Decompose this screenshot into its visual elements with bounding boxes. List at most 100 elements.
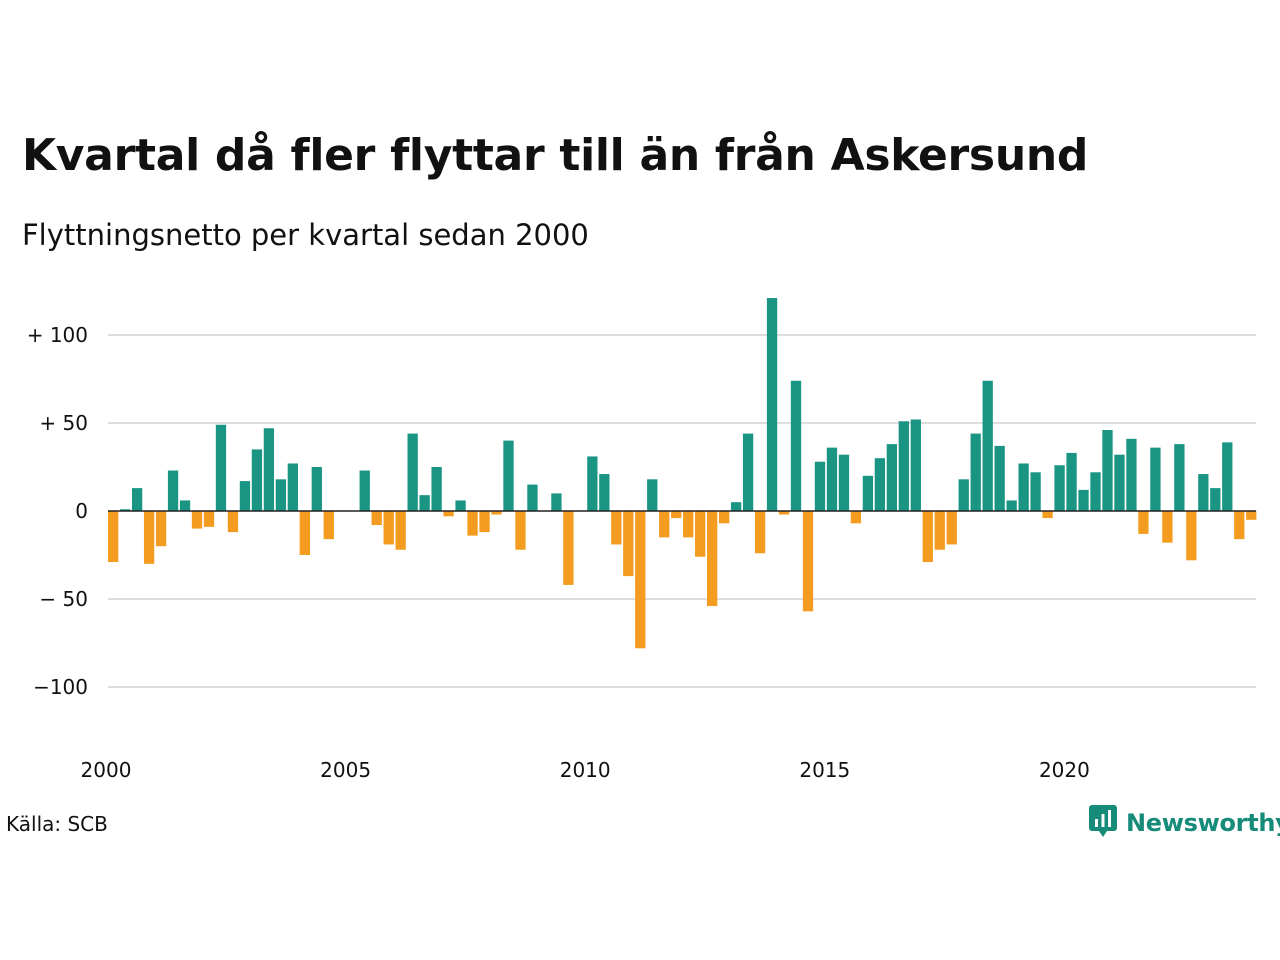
bar — [778, 511, 790, 515]
bar — [227, 511, 239, 533]
bar — [874, 458, 886, 511]
x-axis-labels: 2000 2005 2010 2015 2020 — [81, 758, 1090, 782]
bar — [395, 511, 406, 550]
bars — [108, 298, 1257, 649]
y-tick-label: + 100 — [27, 323, 88, 347]
x-tick-label: 2010 — [560, 758, 611, 782]
bar — [826, 447, 838, 511]
bar — [623, 511, 634, 577]
bar — [958, 479, 969, 511]
bar — [1138, 511, 1149, 534]
bar — [910, 419, 921, 511]
bar — [587, 456, 598, 511]
bar — [1246, 511, 1257, 520]
newsworthy-logo-icon — [1088, 804, 1118, 842]
bar — [1066, 452, 1077, 511]
bar — [1018, 463, 1029, 511]
bar — [299, 511, 310, 555]
bar — [982, 380, 993, 511]
bar — [611, 511, 622, 545]
bar — [850, 511, 862, 524]
bar — [515, 511, 526, 550]
bar — [467, 511, 478, 536]
bar — [215, 424, 227, 511]
bar — [1198, 474, 1209, 511]
bar — [251, 449, 263, 511]
y-tick-label: −100 — [33, 675, 88, 699]
bar — [1054, 465, 1065, 511]
y-axis-labels: + 100 + 50 0 − 50 −100 — [27, 323, 88, 699]
bar — [635, 511, 646, 649]
bar — [647, 479, 658, 511]
bar — [994, 445, 1005, 511]
bar — [287, 463, 298, 511]
bar — [179, 500, 191, 511]
bar — [191, 511, 203, 529]
bar — [491, 511, 502, 515]
bar — [155, 511, 167, 547]
bar — [143, 511, 155, 564]
bar — [742, 433, 754, 511]
bar — [599, 474, 610, 511]
bar — [862, 475, 874, 511]
bar — [1162, 511, 1173, 543]
bar — [754, 511, 766, 554]
bar — [407, 433, 418, 511]
chart-title: Kvartal då fler flyttar till än från Ask… — [22, 130, 1089, 181]
bar — [659, 511, 670, 538]
bar — [551, 493, 562, 511]
bar-chart: + 100 + 50 0 − 50 −100 2000 2005 2010 2015 2020 — [27, 298, 1257, 782]
bar — [970, 433, 981, 511]
chart-subtitle: Flyttningsnetto per kvartal sedan 2000 — [22, 218, 589, 252]
bar — [683, 511, 694, 538]
bar — [1114, 454, 1125, 511]
bar — [838, 454, 850, 511]
bar — [455, 500, 466, 511]
bar — [263, 428, 275, 511]
bar — [239, 481, 251, 511]
newsworthy-brand: Newsworthy — [1088, 804, 1280, 842]
bar — [527, 484, 538, 511]
x-tick-label: 2005 — [320, 758, 371, 782]
source-note: Källa: SCB — [6, 812, 108, 836]
bar — [431, 467, 442, 511]
gridlines — [108, 334, 1256, 688]
bar — [131, 488, 143, 511]
bar — [311, 467, 322, 511]
bar — [707, 511, 718, 607]
bar — [167, 470, 179, 511]
bar — [922, 511, 933, 563]
bar — [671, 511, 682, 519]
bar — [766, 298, 778, 511]
bar — [898, 421, 909, 511]
x-tick-label: 2015 — [799, 758, 850, 782]
bar — [695, 511, 706, 557]
bar — [1222, 442, 1233, 511]
y-tick-label: 0 — [75, 499, 88, 523]
bar — [790, 380, 802, 511]
bar — [814, 461, 826, 511]
bar — [1210, 488, 1221, 511]
bar — [802, 511, 814, 612]
bar — [1126, 438, 1137, 511]
bar — [886, 444, 897, 511]
x-tick-label: 2020 — [1039, 758, 1090, 782]
bar — [359, 470, 370, 511]
bar — [1174, 444, 1185, 511]
bar — [1102, 430, 1113, 511]
bar — [1078, 489, 1089, 511]
bar — [1150, 447, 1161, 511]
bar — [1234, 511, 1245, 540]
bar — [946, 511, 957, 545]
bar — [503, 440, 514, 511]
bar — [108, 511, 119, 563]
bar — [419, 495, 430, 511]
bar — [563, 511, 574, 585]
brand-name: Newsworthy — [1126, 809, 1280, 837]
y-tick-label: − 50 — [39, 587, 88, 611]
bar — [1042, 511, 1053, 519]
bar — [371, 511, 382, 526]
bar — [1186, 511, 1197, 561]
x-tick-label: 2000 — [81, 758, 132, 782]
bar — [119, 509, 131, 511]
